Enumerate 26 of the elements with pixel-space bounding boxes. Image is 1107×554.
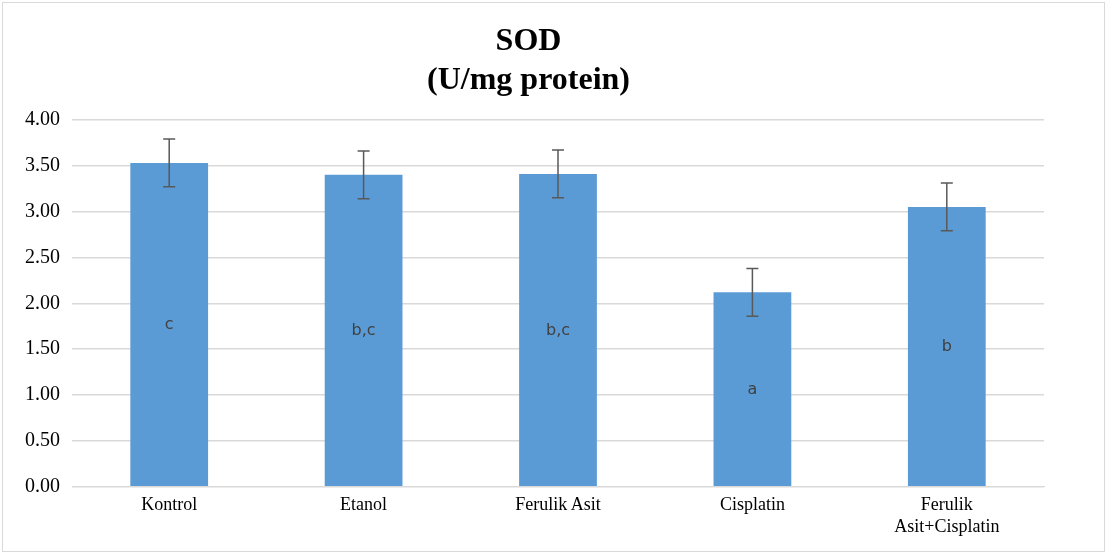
y-tick-label: 4.00: [25, 107, 60, 130]
x-tick-label: Cisplatin: [719, 494, 785, 515]
data-label: b,c: [351, 319, 376, 339]
data-label: a: [747, 378, 758, 398]
y-tick-label: 0.50: [25, 428, 60, 451]
bar: [907, 206, 986, 487]
bar: [324, 174, 403, 487]
y-tick-label: 0.00: [25, 474, 60, 497]
y-tick-label: 2.00: [25, 290, 60, 313]
data-label: b,c: [545, 319, 571, 339]
y-tick-label: 3.00: [25, 198, 60, 221]
x-tick-label: Etanol: [340, 494, 388, 515]
y-tick-label: 3.50: [25, 152, 60, 175]
data-label: c: [164, 314, 174, 334]
data-label: b: [941, 336, 952, 356]
bar: [519, 173, 597, 487]
x-tick-label: Ferulik Asit+Cisplatin: [894, 494, 1000, 536]
x-tick-label: Kontrol: [141, 494, 198, 515]
chart-title: SOD: [495, 21, 562, 58]
x-tick-label: Ferulik Asit: [515, 494, 601, 515]
y-tick-label: 1.50: [25, 336, 60, 359]
y-tick-label: 1.00: [25, 382, 60, 405]
bar: [713, 292, 792, 487]
chart-subtitle: (U/mg protein): [427, 59, 630, 96]
bar: [130, 162, 209, 487]
y-tick-label: 2.50: [25, 244, 60, 267]
